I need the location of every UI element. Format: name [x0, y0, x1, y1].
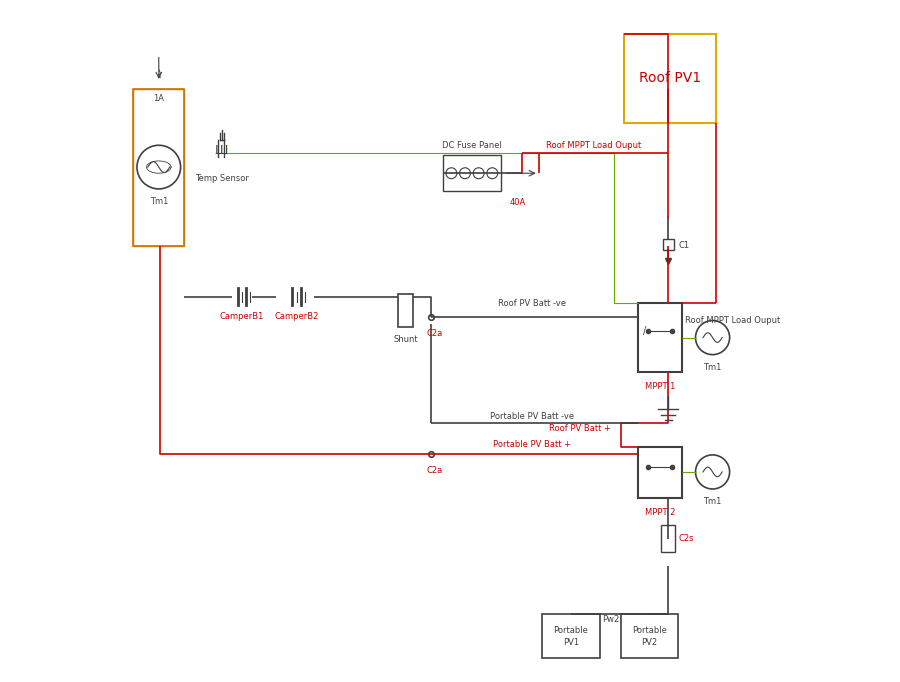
Text: Tm1: Tm1 — [149, 197, 168, 206]
Text: Roof MPPT Load Ouput: Roof MPPT Load Ouput — [685, 316, 780, 325]
Text: Roof PV Batt +: Roof PV Batt + — [549, 424, 610, 433]
Text: Portable PV Batt -ve: Portable PV Batt -ve — [490, 412, 574, 421]
Bar — [398, 294, 413, 327]
Bar — [542, 614, 600, 658]
Text: MPPT 1: MPPT 1 — [644, 382, 675, 391]
Text: CamperB1: CamperB1 — [220, 312, 265, 321]
Text: ⌇: ⌇ — [156, 70, 161, 80]
Circle shape — [137, 145, 181, 189]
Text: Pw2: Pw2 — [601, 614, 619, 624]
Text: PV1: PV1 — [563, 638, 579, 647]
Circle shape — [696, 321, 730, 355]
Text: Temp Sensor: Temp Sensor — [194, 174, 248, 183]
Text: Ш: Ш — [215, 143, 229, 157]
Circle shape — [696, 455, 730, 489]
Text: C2a: C2a — [427, 329, 443, 338]
Circle shape — [487, 168, 498, 179]
Bar — [620, 614, 679, 658]
Circle shape — [473, 168, 484, 179]
Bar — [637, 447, 682, 498]
Text: /: / — [643, 326, 646, 336]
Text: MPPT 2: MPPT 2 — [644, 508, 675, 517]
Text: Tm1: Tm1 — [704, 363, 722, 372]
Text: Portable PV Batt +: Portable PV Batt + — [493, 441, 571, 449]
Text: Roof PV1: Roof PV1 — [639, 72, 701, 85]
Text: 40A: 40A — [510, 198, 526, 207]
Text: Roof MPPT Load Ouput: Roof MPPT Load Ouput — [545, 141, 641, 150]
Text: Tm1: Tm1 — [704, 497, 722, 506]
Bar — [637, 303, 682, 372]
Text: Portable: Portable — [632, 626, 667, 635]
Text: C2a: C2a — [427, 466, 443, 475]
Bar — [443, 155, 501, 191]
Text: C1: C1 — [679, 241, 689, 250]
Text: PV2: PV2 — [642, 638, 658, 647]
Circle shape — [460, 168, 471, 179]
Bar — [662, 239, 674, 250]
Bar — [662, 525, 675, 552]
Bar — [624, 34, 716, 123]
Bar — [133, 89, 184, 246]
Text: Shunt: Shunt — [393, 335, 418, 344]
Text: C2s: C2s — [679, 534, 694, 544]
Text: 1A: 1A — [153, 94, 165, 104]
Text: Roof PV Batt -ve: Roof PV Batt -ve — [498, 299, 566, 308]
Text: CamperB2: CamperB2 — [274, 312, 319, 321]
Circle shape — [446, 168, 457, 179]
Text: DC Fuse Panel: DC Fuse Panel — [442, 141, 502, 150]
Text: Portable: Portable — [554, 626, 589, 635]
